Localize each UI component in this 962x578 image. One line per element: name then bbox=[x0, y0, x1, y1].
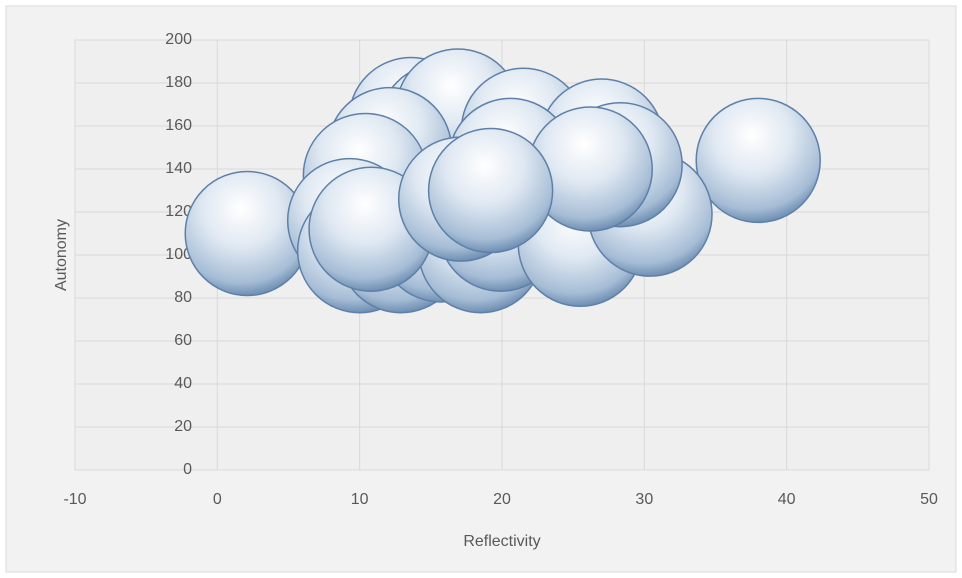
y-tick-label: 100 bbox=[165, 246, 192, 263]
x-tick-label: 20 bbox=[493, 491, 511, 508]
bubbles bbox=[184, 48, 821, 314]
x-axis-title: Reflectivity bbox=[463, 533, 540, 550]
x-tick-label: -10 bbox=[63, 491, 86, 508]
y-tick-label: 60 bbox=[174, 332, 192, 349]
bubble bbox=[695, 97, 821, 224]
x-tick-label: 40 bbox=[778, 491, 796, 508]
y-tick-label: 140 bbox=[165, 160, 192, 177]
y-tick-label: 0 bbox=[183, 461, 192, 478]
x-tick-label: 0 bbox=[213, 491, 222, 508]
y-tick-label: 160 bbox=[165, 117, 192, 134]
y-axis-title: Autonomy bbox=[53, 219, 70, 291]
x-tick-label: 10 bbox=[351, 491, 369, 508]
y-tick-label: 80 bbox=[174, 289, 192, 306]
x-tick-label: 50 bbox=[920, 491, 938, 508]
bubble bbox=[427, 127, 554, 254]
y-tick-label: 20 bbox=[174, 418, 192, 435]
y-tick-label: 180 bbox=[165, 74, 192, 91]
y-tick-label: 200 bbox=[165, 31, 192, 48]
y-tick-label: 120 bbox=[165, 203, 192, 220]
y-tick-label: 40 bbox=[174, 375, 192, 392]
x-tick-label: 30 bbox=[635, 491, 653, 508]
